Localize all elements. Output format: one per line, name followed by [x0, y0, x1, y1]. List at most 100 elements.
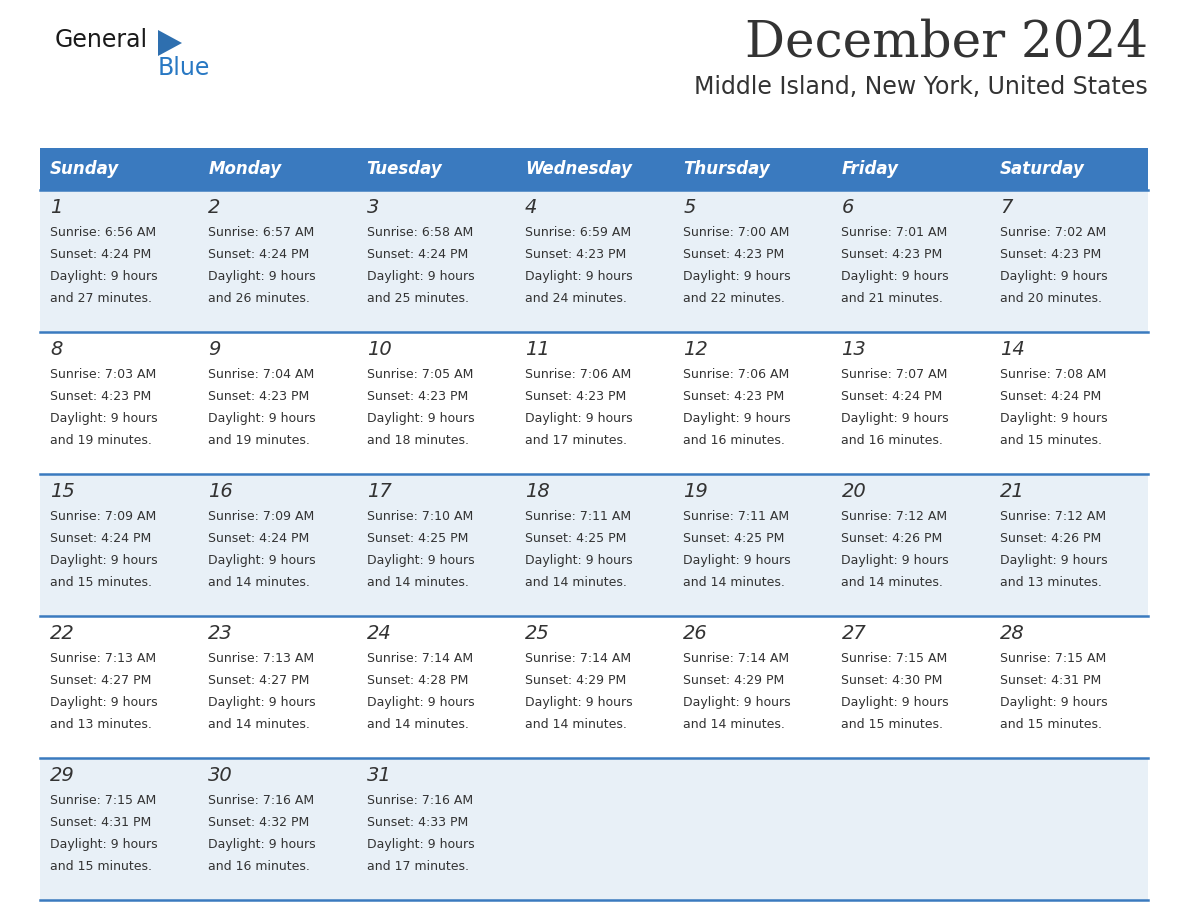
Text: and 15 minutes.: and 15 minutes.: [841, 718, 943, 731]
Text: 25: 25: [525, 624, 550, 643]
Text: Sunrise: 7:05 AM: Sunrise: 7:05 AM: [367, 368, 473, 381]
Text: and 17 minutes.: and 17 minutes.: [367, 860, 468, 873]
Text: Sunset: 4:31 PM: Sunset: 4:31 PM: [50, 816, 151, 829]
Text: 29: 29: [50, 766, 75, 785]
Text: Daylight: 9 hours: Daylight: 9 hours: [683, 412, 791, 425]
Text: Thursday: Thursday: [683, 160, 770, 178]
Bar: [832, 148, 990, 190]
Text: Sunset: 4:27 PM: Sunset: 4:27 PM: [208, 674, 310, 687]
Text: Sunrise: 6:57 AM: Sunrise: 6:57 AM: [208, 226, 315, 239]
Text: Friday: Friday: [841, 160, 898, 178]
Text: Sunset: 4:33 PM: Sunset: 4:33 PM: [367, 816, 468, 829]
Text: Sunday: Sunday: [50, 160, 119, 178]
Text: Blue: Blue: [158, 56, 210, 80]
Text: Sunset: 4:28 PM: Sunset: 4:28 PM: [367, 674, 468, 687]
Text: Daylight: 9 hours: Daylight: 9 hours: [841, 696, 949, 709]
Text: 4: 4: [525, 198, 537, 217]
Text: Daylight: 9 hours: Daylight: 9 hours: [367, 412, 474, 425]
Text: Sunrise: 7:07 AM: Sunrise: 7:07 AM: [841, 368, 948, 381]
Text: 3: 3: [367, 198, 379, 217]
Text: Sunrise: 7:15 AM: Sunrise: 7:15 AM: [841, 652, 948, 665]
Text: Daylight: 9 hours: Daylight: 9 hours: [1000, 554, 1107, 567]
Text: Sunset: 4:24 PM: Sunset: 4:24 PM: [367, 248, 468, 261]
Text: Sunrise: 7:11 AM: Sunrise: 7:11 AM: [525, 510, 631, 523]
Text: Sunrise: 7:04 AM: Sunrise: 7:04 AM: [208, 368, 315, 381]
Text: Sunrise: 7:10 AM: Sunrise: 7:10 AM: [367, 510, 473, 523]
Text: and 19 minutes.: and 19 minutes.: [50, 434, 152, 447]
Text: Sunrise: 7:06 AM: Sunrise: 7:06 AM: [525, 368, 631, 381]
Text: and 15 minutes.: and 15 minutes.: [50, 576, 152, 589]
Text: 15: 15: [50, 482, 75, 501]
Text: and 14 minutes.: and 14 minutes.: [683, 718, 785, 731]
Text: Sunset: 4:26 PM: Sunset: 4:26 PM: [841, 532, 943, 545]
Bar: [40, 474, 1148, 616]
Text: Sunset: 4:24 PM: Sunset: 4:24 PM: [50, 532, 151, 545]
Text: Daylight: 9 hours: Daylight: 9 hours: [1000, 412, 1107, 425]
Text: 16: 16: [208, 482, 233, 501]
Text: 12: 12: [683, 340, 708, 359]
Text: Sunrise: 7:09 AM: Sunrise: 7:09 AM: [208, 510, 315, 523]
Text: Sunset: 4:27 PM: Sunset: 4:27 PM: [50, 674, 151, 687]
Text: and 14 minutes.: and 14 minutes.: [525, 576, 627, 589]
Text: Daylight: 9 hours: Daylight: 9 hours: [841, 412, 949, 425]
Text: 6: 6: [841, 198, 854, 217]
Text: Sunset: 4:23 PM: Sunset: 4:23 PM: [208, 390, 310, 403]
Text: 22: 22: [50, 624, 75, 643]
Text: 31: 31: [367, 766, 391, 785]
Text: Daylight: 9 hours: Daylight: 9 hours: [208, 838, 316, 851]
Text: Sunrise: 7:09 AM: Sunrise: 7:09 AM: [50, 510, 157, 523]
Text: and 14 minutes.: and 14 minutes.: [208, 576, 310, 589]
Text: and 26 minutes.: and 26 minutes.: [208, 292, 310, 305]
Text: 17: 17: [367, 482, 391, 501]
Text: Sunset: 4:23 PM: Sunset: 4:23 PM: [841, 248, 943, 261]
Text: Daylight: 9 hours: Daylight: 9 hours: [683, 554, 791, 567]
Text: Sunset: 4:29 PM: Sunset: 4:29 PM: [525, 674, 626, 687]
Text: Daylight: 9 hours: Daylight: 9 hours: [367, 554, 474, 567]
Text: Sunrise: 7:16 AM: Sunrise: 7:16 AM: [367, 794, 473, 807]
Text: 9: 9: [208, 340, 221, 359]
Text: 1: 1: [50, 198, 63, 217]
Text: and 27 minutes.: and 27 minutes.: [50, 292, 152, 305]
Text: and 24 minutes.: and 24 minutes.: [525, 292, 627, 305]
Text: Daylight: 9 hours: Daylight: 9 hours: [683, 696, 791, 709]
Text: Daylight: 9 hours: Daylight: 9 hours: [525, 696, 632, 709]
Text: Sunset: 4:23 PM: Sunset: 4:23 PM: [525, 390, 626, 403]
Text: 30: 30: [208, 766, 233, 785]
Text: 7: 7: [1000, 198, 1012, 217]
Text: Daylight: 9 hours: Daylight: 9 hours: [50, 554, 158, 567]
Text: and 14 minutes.: and 14 minutes.: [208, 718, 310, 731]
Text: and 13 minutes.: and 13 minutes.: [50, 718, 152, 731]
Text: Daylight: 9 hours: Daylight: 9 hours: [841, 554, 949, 567]
Text: Middle Island, New York, United States: Middle Island, New York, United States: [694, 75, 1148, 99]
Text: Sunrise: 7:06 AM: Sunrise: 7:06 AM: [683, 368, 789, 381]
Bar: [990, 148, 1148, 190]
Text: Sunrise: 7:01 AM: Sunrise: 7:01 AM: [841, 226, 948, 239]
Text: Sunset: 4:31 PM: Sunset: 4:31 PM: [1000, 674, 1101, 687]
Text: Sunrise: 7:14 AM: Sunrise: 7:14 AM: [683, 652, 789, 665]
Bar: [40, 758, 1148, 900]
Text: Sunrise: 6:59 AM: Sunrise: 6:59 AM: [525, 226, 631, 239]
Text: Daylight: 9 hours: Daylight: 9 hours: [367, 270, 474, 283]
Text: and 15 minutes.: and 15 minutes.: [1000, 718, 1101, 731]
Text: and 14 minutes.: and 14 minutes.: [525, 718, 627, 731]
Text: Sunset: 4:25 PM: Sunset: 4:25 PM: [525, 532, 626, 545]
Text: and 14 minutes.: and 14 minutes.: [841, 576, 943, 589]
Text: Daylight: 9 hours: Daylight: 9 hours: [1000, 270, 1107, 283]
Text: Sunrise: 7:12 AM: Sunrise: 7:12 AM: [841, 510, 948, 523]
Bar: [40, 616, 1148, 758]
Text: Sunset: 4:32 PM: Sunset: 4:32 PM: [208, 816, 310, 829]
Bar: [40, 332, 1148, 474]
Text: and 14 minutes.: and 14 minutes.: [367, 718, 468, 731]
Text: Daylight: 9 hours: Daylight: 9 hours: [841, 270, 949, 283]
Text: 21: 21: [1000, 482, 1024, 501]
Text: and 15 minutes.: and 15 minutes.: [50, 860, 152, 873]
Text: 28: 28: [1000, 624, 1024, 643]
Polygon shape: [158, 30, 182, 56]
Text: Sunrise: 7:13 AM: Sunrise: 7:13 AM: [208, 652, 315, 665]
Text: Sunset: 4:23 PM: Sunset: 4:23 PM: [525, 248, 626, 261]
Text: and 17 minutes.: and 17 minutes.: [525, 434, 627, 447]
Text: Sunset: 4:23 PM: Sunset: 4:23 PM: [683, 390, 784, 403]
Text: Sunset: 4:25 PM: Sunset: 4:25 PM: [683, 532, 784, 545]
Text: and 14 minutes.: and 14 minutes.: [683, 576, 785, 589]
Text: 26: 26: [683, 624, 708, 643]
